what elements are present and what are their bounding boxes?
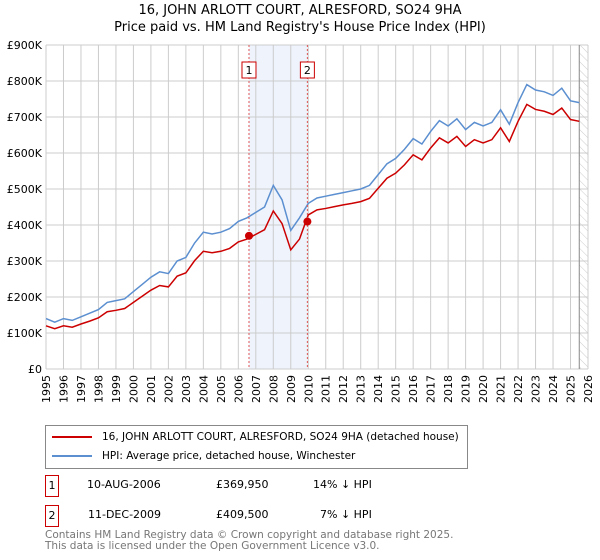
footer: Contains HM Land Registry data © Crown c… (45, 530, 453, 552)
legend-label-property: 16, JOHN ARLOTT COURT, ALRESFORD, SO24 9… (102, 431, 459, 443)
legend-swatch-hpi (52, 455, 92, 457)
x-tick-label: 2011 (320, 375, 333, 403)
sale-label: 2 (304, 64, 311, 77)
sale-date: 11-DEC-2009 (88, 508, 162, 521)
x-tick-label: 2004 (197, 375, 210, 403)
y-tick-label: £600K (7, 147, 43, 160)
y-tick-label: £500K (7, 183, 43, 196)
x-tick-label: 2000 (127, 375, 140, 403)
x-tick-label: 1996 (57, 375, 70, 403)
x-tick-label: 1995 (40, 375, 53, 403)
y-tick-label: £0 (28, 363, 42, 376)
plot-area: 1995 1996 1997 1998 1999 2000 2001 2002 2003 2004… (7, 39, 595, 403)
sale-price: £369,950 (216, 478, 269, 491)
x-tick-label: 1998 (92, 375, 105, 403)
footer-line: Contains HM Land Registry data © Crown c… (45, 529, 454, 541)
legend-swatch-property (52, 436, 92, 438)
x-tick-label: 2024 (547, 375, 560, 403)
sale-row-1: 1 10-AUG-2006 £369,950 14% ↓ HPI (45, 475, 425, 497)
sale-hpi-diff: 14% ↓ HPI (313, 478, 372, 491)
x-tick-label: 2015 (390, 375, 403, 403)
legend: 16, JOHN ARLOTT COURT, ALRESFORD, SO24 9… (45, 425, 468, 469)
x-tick-label: 2021 (495, 375, 508, 403)
x-tick-label: 1997 (75, 375, 88, 403)
sale-label-box (241, 61, 257, 79)
sale-badge: 1 (45, 475, 59, 497)
x-tick-label: 2020 (477, 375, 490, 403)
sale-row-2: 2 11-DEC-2009 £409,500 7% ↓ HPI (45, 505, 425, 527)
x-tick-label: 2008 (267, 375, 280, 403)
x-tick-label: 2019 (460, 375, 473, 403)
sale-point (303, 217, 312, 226)
x-tick-label: 2022 (512, 375, 525, 403)
sale-badge: 2 (45, 505, 59, 527)
sale-period-shade (248, 45, 308, 369)
y-tick-label: £100K (7, 327, 43, 340)
x-tick-label: 2005 (215, 375, 228, 403)
y-tick-label: £400K (7, 219, 43, 232)
x-tick-label: 2002 (162, 375, 175, 403)
x-tick-label: 2007 (250, 375, 263, 403)
sale-price: £409,500 (216, 508, 269, 521)
y-tick-label: £300K (7, 255, 43, 268)
chart-subtitle: Price paid vs. HM Land Registry's House … (114, 20, 486, 35)
sale-label-box (299, 61, 315, 79)
y-tick-label: £800K (7, 75, 43, 88)
x-tick-label: 2010 (302, 375, 315, 403)
x-tick-label: 2023 (530, 375, 543, 403)
x-tick-label: 2006 (232, 375, 245, 403)
x-tick-label: 2026 (582, 375, 595, 403)
sale-label: 1 (245, 64, 252, 77)
y-tick-label: £900K (7, 39, 43, 52)
x-tick-label: 2025 (565, 375, 578, 403)
x-tick-label: 2009 (285, 375, 298, 403)
x-tick-label: 2012 (337, 375, 350, 403)
sale-date: 10-AUG-2006 (87, 478, 161, 491)
sale-point (244, 231, 253, 240)
x-tick-label: 1999 (110, 375, 123, 403)
series-line (45, 103, 580, 330)
y-tick-label: £200K (7, 291, 43, 304)
x-tick-label: 2016 (407, 375, 420, 403)
x-tick-label: 2017 (425, 375, 438, 403)
x-tick-label: 2018 (442, 375, 455, 403)
sale-hpi-diff: 7% ↓ HPI (320, 508, 372, 521)
x-tick-label: 2013 (355, 375, 368, 403)
chart-title: 16, JOHN ARLOTT COURT, ALRESFORD, SO24 9… (138, 3, 462, 18)
legend-label-hpi: HPI: Average price, detached house, Winc… (102, 450, 356, 462)
x-tick-label: 2014 (372, 375, 385, 403)
footer-line: This data is licensed under the Open Gov… (45, 540, 380, 552)
series-line (45, 83, 580, 324)
future-hatch (579, 45, 588, 369)
y-tick-label: £700K (7, 111, 43, 124)
x-tick-label: 2001 (145, 375, 158, 403)
x-tick-label: 2003 (180, 375, 193, 403)
